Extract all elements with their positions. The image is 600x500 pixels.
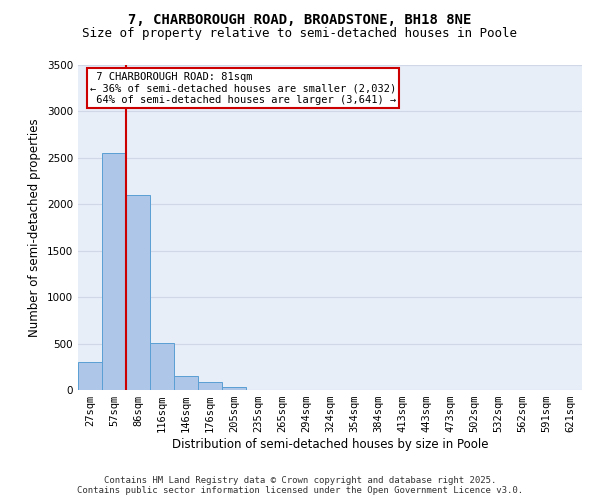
Text: 7 CHARBOROUGH ROAD: 81sqm
← 36% of semi-detached houses are smaller (2,032)
 64%: 7 CHARBOROUGH ROAD: 81sqm ← 36% of semi-… (90, 72, 396, 104)
Bar (126, 195, 150, 390)
Bar (174, 376, 198, 390)
Bar (198, 382, 222, 390)
Text: 7, CHARBOROUGH ROAD, BROADSTONE, BH18 8NE: 7, CHARBOROUGH ROAD, BROADSTONE, BH18 8N… (128, 12, 472, 26)
Y-axis label: Number of semi-detached properties: Number of semi-detached properties (28, 118, 41, 337)
Bar (78, 362, 102, 390)
Bar (222, 387, 246, 390)
Text: Contains HM Land Registry data © Crown copyright and database right 2025.
Contai: Contains HM Land Registry data © Crown c… (77, 476, 523, 495)
Bar (150, 342, 174, 390)
X-axis label: Distribution of semi-detached houses by size in Poole: Distribution of semi-detached houses by … (172, 438, 488, 451)
Text: Size of property relative to semi-detached houses in Poole: Size of property relative to semi-detach… (83, 28, 517, 40)
Bar (102, 153, 126, 390)
